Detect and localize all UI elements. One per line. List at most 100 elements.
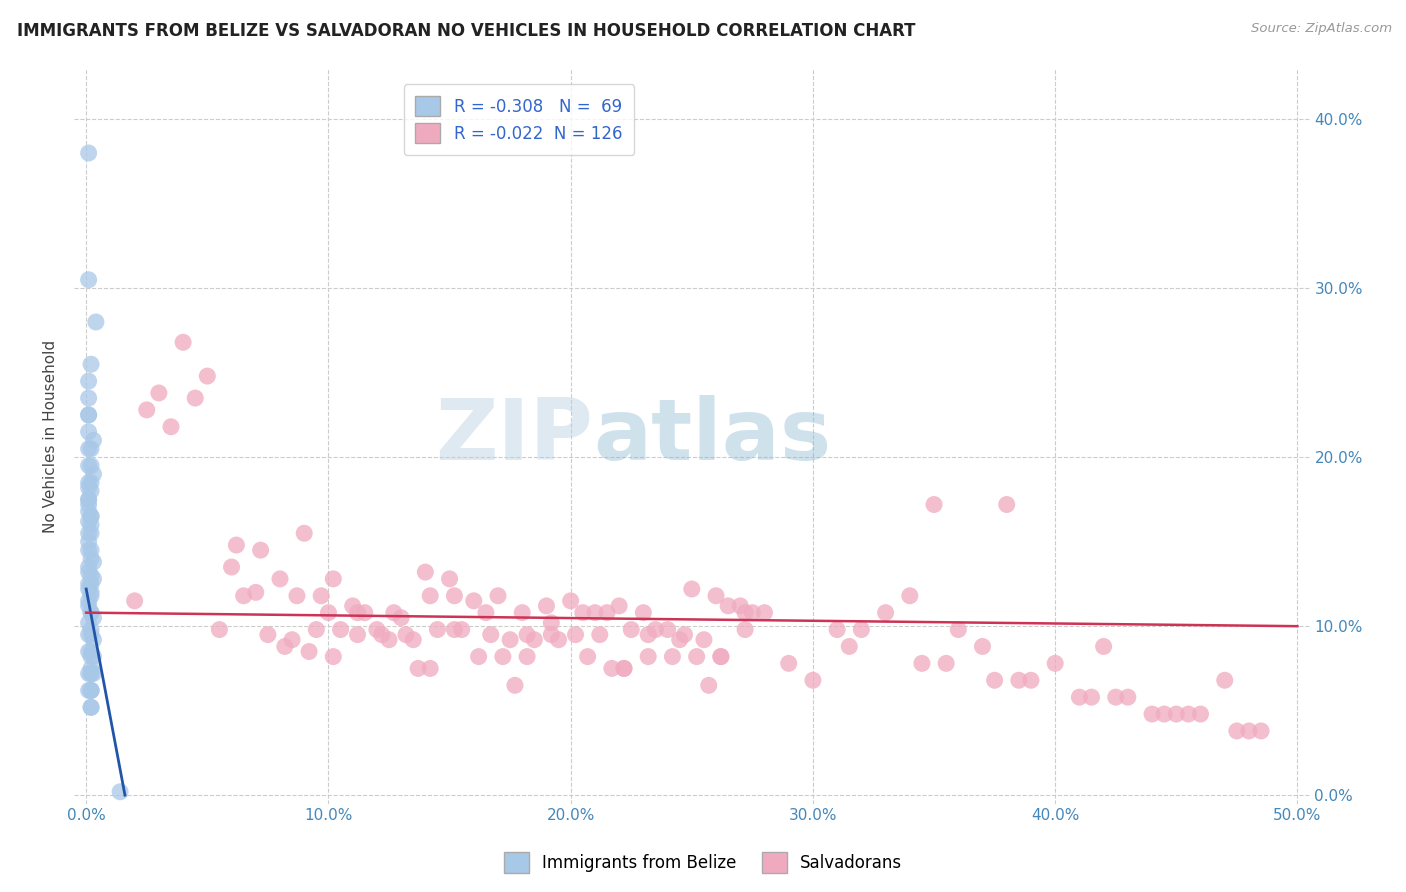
Point [911,657,934,671]
Point [80,683,103,698]
Point [1189,707,1212,722]
Point [620,623,643,637]
Point [644,623,666,637]
Point [637,627,659,641]
Point [221,560,243,574]
Point [1008,673,1031,688]
Point [322,572,344,586]
Point [82,467,104,481]
Point [633,606,655,620]
Point [443,623,465,637]
Point [1116,690,1139,705]
Point [77,615,100,630]
Point [463,594,485,608]
Point [1166,707,1188,722]
Point [80,543,103,558]
Point [734,606,756,620]
Point [1019,673,1042,688]
Point [82,666,104,681]
Point [77,475,100,490]
Point [851,623,873,637]
Point [108,785,131,799]
Point [80,683,103,698]
Y-axis label: No Vehicles in Household: No Vehicles in Household [44,340,58,533]
Point [82,649,104,664]
Point [77,504,100,518]
Point [292,526,315,541]
Point [80,644,103,658]
Point [80,509,103,524]
Point [77,666,100,681]
Point [935,657,957,671]
Point [510,606,533,620]
Point [80,458,103,473]
Point [486,589,509,603]
Point [681,582,703,596]
Point [1069,690,1091,705]
Point [1153,707,1175,722]
Point [269,572,291,586]
Point [80,509,103,524]
Legend: Immigrants from Belize, Salvadorans: Immigrants from Belize, Salvadorans [498,846,908,880]
Point [124,594,146,608]
Point [825,623,848,637]
Point [536,599,558,613]
Point [704,589,727,603]
Point [754,606,776,620]
Point [322,649,344,664]
Point [80,357,103,371]
Point [540,627,562,641]
Point [184,391,207,405]
Point [778,657,800,671]
Point [77,515,100,529]
Point [77,526,100,541]
Point [613,661,636,675]
Point [353,606,375,620]
Text: Source: ZipAtlas.com: Source: ZipAtlas.com [1251,22,1392,36]
Point [77,560,100,574]
Point [475,606,498,620]
Point [208,623,231,637]
Point [80,700,103,714]
Point [77,146,100,161]
Point [728,599,751,613]
Point [281,632,304,647]
Point [77,543,100,558]
Point [596,606,619,620]
Point [479,627,502,641]
Point [82,632,104,647]
Point [80,577,103,591]
Point [80,700,103,714]
Text: ZIP: ZIP [436,394,593,477]
Point [77,577,100,591]
Point [922,498,945,512]
Point [80,683,103,698]
Point [82,611,104,625]
Point [801,673,824,688]
Point [298,644,321,658]
Point [389,611,412,625]
Point [898,589,921,603]
Point [734,623,756,637]
Point [80,568,103,582]
Point [540,615,562,630]
Point [583,606,606,620]
Point [673,627,696,641]
Point [77,644,100,658]
Point [77,374,100,388]
Point [77,481,100,495]
Point [378,632,401,647]
Point [309,589,332,603]
Legend: R = -0.308   N =  69, R = -0.022  N = 126: R = -0.308 N = 69, R = -0.022 N = 126 [404,84,634,155]
Point [547,632,569,647]
Point [1213,673,1236,688]
Point [274,640,297,654]
Point [600,661,623,675]
Point [693,632,716,647]
Point [77,627,100,641]
Point [80,627,103,641]
Point [516,627,538,641]
Point [1250,723,1272,738]
Point [77,458,100,473]
Point [82,555,104,569]
